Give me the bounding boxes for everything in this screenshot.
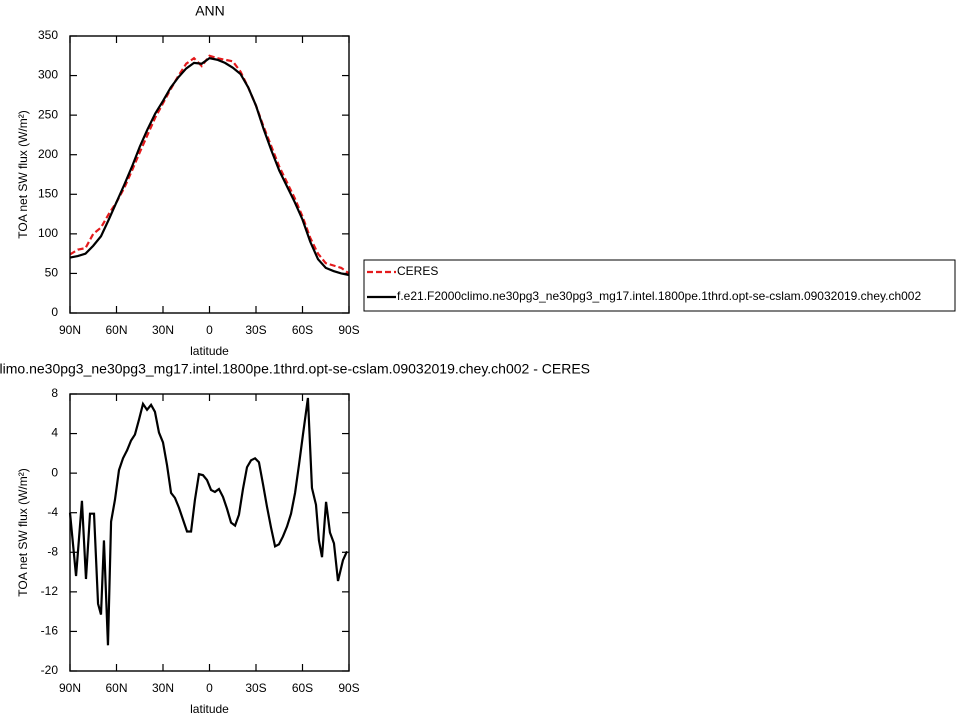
y-tick-label: 300 bbox=[38, 68, 58, 82]
x-tick-label: 90N bbox=[59, 681, 81, 695]
y-tick-label: -8 bbox=[47, 544, 58, 558]
y-axis-label: TOA net SW flux (W/m²) bbox=[16, 468, 30, 596]
x-tick-label: 30N bbox=[152, 323, 174, 337]
x-axis-label: latitude bbox=[190, 344, 229, 358]
x-tick-label: 30N bbox=[152, 681, 174, 695]
x-axis-label: latitude bbox=[190, 702, 229, 716]
y-tick-label: 200 bbox=[38, 147, 58, 161]
legend-label: f.e21.F2000climo.ne30pg3_ne30pg3_mg17.in… bbox=[397, 289, 921, 303]
legend-box bbox=[363, 259, 956, 312]
legend-label: CERES bbox=[397, 264, 438, 278]
x-tick-label: 60N bbox=[105, 323, 127, 337]
y-tick-label: 0 bbox=[51, 305, 58, 319]
x-tick-label: 60S bbox=[292, 681, 313, 695]
y-tick-label: 4 bbox=[51, 426, 58, 440]
chart-title: f.e21.F2000climo.ne30pg3_ne30pg3_mg17.in… bbox=[0, 361, 590, 377]
x-tick-label: 60S bbox=[292, 323, 313, 337]
y-tick-label: -20 bbox=[41, 663, 59, 677]
y-tick-label: 0 bbox=[51, 465, 58, 479]
y-tick-label: 8 bbox=[51, 386, 58, 400]
x-tick-label: 0 bbox=[206, 681, 213, 695]
x-tick-label: 90S bbox=[338, 681, 359, 695]
plot-frame bbox=[69, 35, 350, 314]
panel: f.e21.F2000climo.ne30pg3_ne30pg3_mg17.in… bbox=[0, 361, 590, 716]
x-tick-label: 30S bbox=[245, 681, 266, 695]
x-tick-label: 0 bbox=[206, 323, 213, 337]
y-tick-label: 50 bbox=[45, 266, 59, 280]
data-line bbox=[69, 54, 350, 275]
data-line bbox=[68, 397, 348, 646]
data-line bbox=[69, 56, 350, 277]
x-tick-label: 90S bbox=[338, 323, 359, 337]
y-tick-label: 350 bbox=[38, 28, 58, 42]
y-tick-label: -4 bbox=[47, 505, 58, 519]
panel: ANN latitude TOA net SW flux (W/m²) 90N 60N 3… bbox=[16, 3, 956, 358]
x-tick-label: 90N bbox=[59, 323, 81, 337]
y-tick-label: 100 bbox=[38, 226, 58, 240]
legend: CERES f.e21.F2000climo.ne30pg3_ne30pg3_mg… bbox=[363, 259, 956, 312]
y-tick-label: -16 bbox=[41, 624, 59, 638]
y-axis-label: TOA net SW flux (W/m²) bbox=[16, 110, 30, 238]
chart-title: ANN bbox=[195, 3, 225, 19]
y-tick-label: 250 bbox=[38, 107, 58, 121]
y-tick-label: -12 bbox=[41, 584, 59, 598]
y-tick-label: 150 bbox=[38, 186, 58, 200]
x-tick-label: 30S bbox=[245, 323, 266, 337]
plot-frame bbox=[69, 393, 350, 672]
x-tick-label: 60N bbox=[105, 681, 127, 695]
